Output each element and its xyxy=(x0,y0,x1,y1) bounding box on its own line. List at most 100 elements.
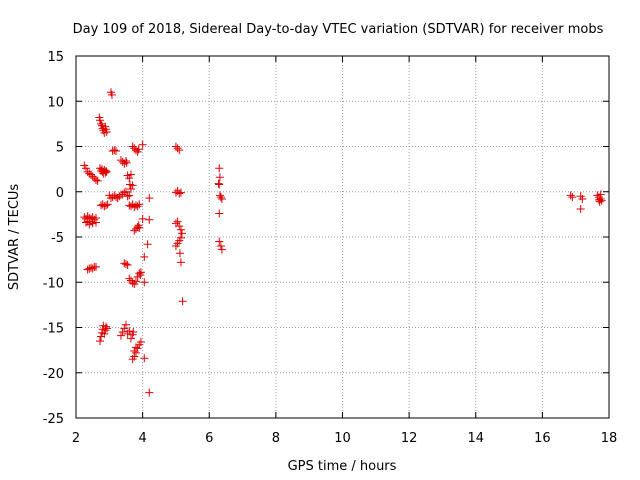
data-point xyxy=(173,144,182,153)
data-point xyxy=(130,226,139,235)
data-point xyxy=(130,144,139,153)
data-point xyxy=(86,170,95,179)
data-point xyxy=(176,225,185,234)
y-tick-label: 0 xyxy=(56,186,64,201)
x-tick-label: 2 xyxy=(72,431,80,446)
data-point xyxy=(143,240,152,249)
data-point xyxy=(128,279,137,288)
data-point xyxy=(578,194,587,203)
data-point xyxy=(145,194,154,203)
data-point xyxy=(140,252,149,261)
x-tick-label: 10 xyxy=(334,431,351,446)
data-point xyxy=(103,200,112,209)
data-point xyxy=(133,223,142,232)
data-point xyxy=(176,233,185,242)
data-point xyxy=(111,193,120,202)
data-point xyxy=(120,324,129,333)
data-point xyxy=(113,194,122,203)
data-point xyxy=(131,277,140,286)
data-point xyxy=(118,328,127,337)
data-point xyxy=(121,320,130,329)
axis-ticks: 2 4 6 8 10 12 14 16 18 -25 -20 -15 -10 -5 0 5 10 15 xyxy=(43,50,618,446)
data-point xyxy=(215,209,224,218)
data-point xyxy=(91,175,100,184)
data-point xyxy=(145,215,154,224)
data-point xyxy=(215,237,224,246)
data-point xyxy=(125,274,134,283)
data-point xyxy=(215,164,224,173)
data-point xyxy=(576,204,585,213)
data-point xyxy=(123,192,132,201)
data-point xyxy=(178,297,187,306)
data-point xyxy=(126,334,135,343)
data-point xyxy=(133,202,142,211)
data-point xyxy=(88,219,97,228)
y-tick-label: 10 xyxy=(47,95,64,110)
data-point xyxy=(86,217,95,226)
data-point xyxy=(102,128,111,137)
data-point xyxy=(100,202,109,211)
data-point xyxy=(118,157,127,166)
y-tick-label: -10 xyxy=(43,276,64,291)
data-point xyxy=(88,172,97,181)
x-tick-label: 8 xyxy=(272,431,280,446)
y-tick-label: -15 xyxy=(43,322,64,337)
data-point xyxy=(175,249,184,258)
data-point xyxy=(217,194,226,203)
data-point xyxy=(175,189,184,198)
data-point xyxy=(217,245,226,254)
data-point xyxy=(123,261,132,270)
data-point xyxy=(140,278,149,287)
data-point xyxy=(173,217,182,226)
data-point xyxy=(175,222,184,231)
data-point xyxy=(566,191,575,200)
data-point xyxy=(126,170,135,179)
data-point xyxy=(135,269,144,278)
x-tick-label: 18 xyxy=(601,431,618,446)
data-point xyxy=(131,201,140,210)
data-point xyxy=(101,322,110,331)
data-point xyxy=(107,90,116,99)
data-point xyxy=(175,146,184,155)
grid xyxy=(76,56,609,418)
data-point xyxy=(81,164,90,173)
data-point xyxy=(140,354,149,363)
data-point xyxy=(121,260,130,269)
data-point xyxy=(102,324,111,333)
data-point xyxy=(93,176,102,185)
data-point xyxy=(101,166,110,175)
data-point xyxy=(593,191,602,200)
data-point xyxy=(215,191,224,200)
x-axis-label: GPS time / hours xyxy=(288,459,397,474)
data-point xyxy=(171,142,180,151)
data-point xyxy=(95,116,104,125)
data-point xyxy=(138,140,147,149)
data-point xyxy=(177,229,186,238)
data-point xyxy=(126,185,135,194)
y-tick-label: -25 xyxy=(43,412,64,427)
data-point xyxy=(83,265,92,274)
data-point xyxy=(131,343,140,352)
data-point xyxy=(116,331,125,340)
data-point xyxy=(102,167,111,176)
data-point xyxy=(115,192,124,201)
data-point xyxy=(216,193,225,202)
y-tick-label: 15 xyxy=(47,50,64,65)
data-point xyxy=(214,179,223,188)
data-point xyxy=(100,329,109,338)
data-point xyxy=(136,268,145,277)
data-point xyxy=(138,214,147,223)
data-point xyxy=(81,218,90,227)
data-point xyxy=(110,146,119,155)
data-point xyxy=(101,168,110,177)
data-point xyxy=(125,191,134,200)
data-point xyxy=(95,337,104,346)
data-point xyxy=(130,203,139,212)
data-point xyxy=(215,180,224,189)
data-point xyxy=(128,142,137,151)
data-point xyxy=(125,174,134,183)
x-tick-label: 14 xyxy=(467,431,484,446)
data-point xyxy=(111,147,120,156)
data-point xyxy=(96,119,105,128)
